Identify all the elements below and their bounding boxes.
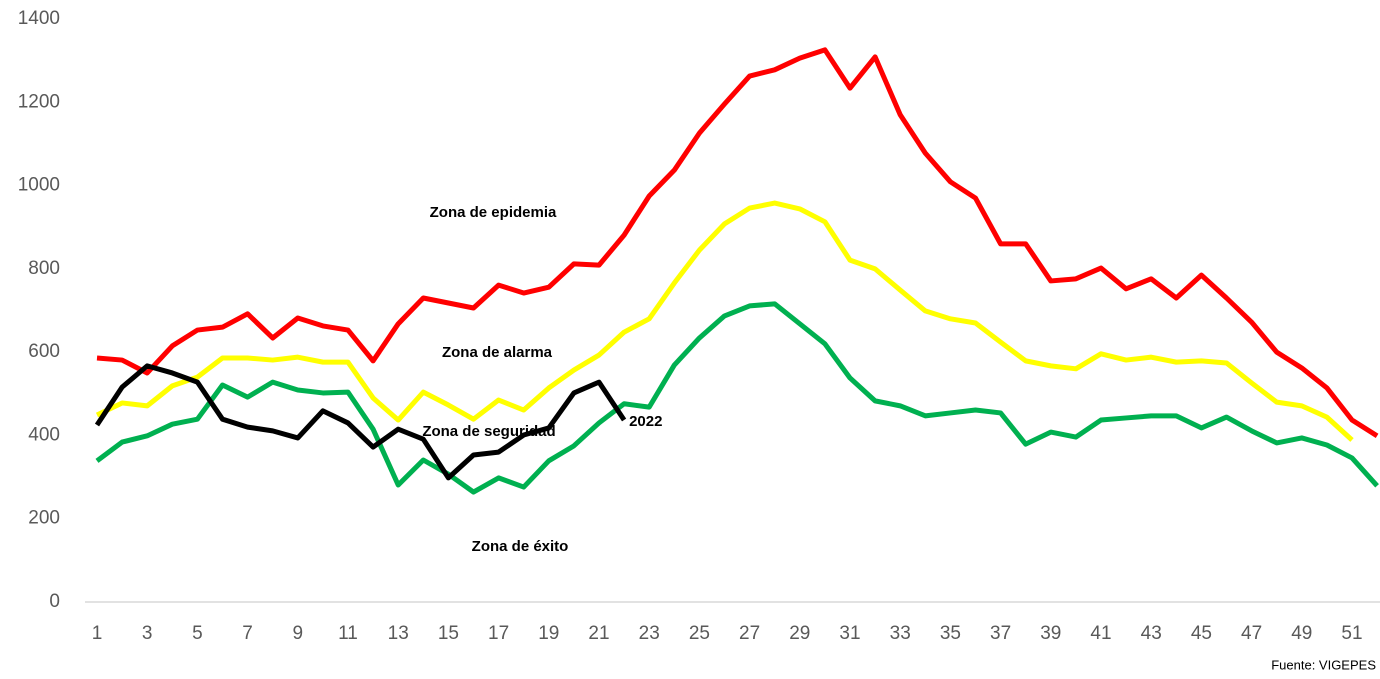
zone-label: Zona de alarma (442, 344, 553, 361)
y-tick-label: 1200 (18, 91, 60, 112)
y-tick-label: 400 (28, 424, 60, 445)
x-tick-label: 33 (890, 623, 911, 644)
x-tick-label: 7 (242, 623, 253, 644)
x-tick-label: 11 (338, 623, 358, 644)
x-tick-label: 9 (293, 623, 304, 644)
series-line (95, 200, 1354, 442)
x-tick-label: 41 (1090, 623, 1111, 644)
y-tick-label: 1000 (18, 175, 60, 196)
series-line (95, 301, 1379, 495)
zone-label: Zona de éxito (472, 538, 569, 555)
y-tick-label: 600 (28, 341, 60, 362)
x-tick-label: 29 (789, 623, 810, 644)
x-tick-label: 31 (839, 623, 860, 644)
x-tick-label: 51 (1341, 623, 1362, 644)
series-line (94, 363, 627, 481)
x-tick-label: 13 (388, 623, 409, 644)
x-tick-label: 25 (689, 623, 710, 644)
x-tick-label: 23 (639, 623, 660, 644)
x-tick-label: 45 (1191, 623, 1212, 644)
x-tick-label: 19 (538, 623, 559, 644)
zone-label: Zona de epidemia (430, 204, 557, 221)
x-tick-label: 27 (739, 623, 760, 644)
series-label: 2022 (629, 413, 662, 430)
x-tick-label: 43 (1141, 623, 1162, 644)
zone-label: Zona de seguridad (422, 423, 555, 440)
x-tick-label: 47 (1241, 623, 1262, 644)
x-tick-label: 37 (990, 623, 1011, 644)
y-tick-label: 200 (28, 508, 60, 529)
x-tick-label: 49 (1291, 623, 1312, 644)
x-tick-label: 17 (488, 623, 509, 644)
x-tick-label: 35 (940, 623, 961, 644)
x-tick-label: 3 (142, 623, 153, 644)
x-tick-label: 15 (438, 623, 459, 644)
source: Fuente: VIGEPES (1271, 657, 1376, 672)
x-tick-label: 21 (588, 623, 609, 644)
x-tick-label: 5 (192, 623, 203, 644)
x-tick-label: 1 (92, 623, 103, 644)
y-tick-label: 1400 (18, 8, 60, 29)
x-tick-label: 39 (1040, 623, 1061, 644)
y-tick-label: 0 (49, 591, 60, 612)
series-line (96, 47, 1379, 438)
y-tick-label: 800 (28, 258, 60, 279)
